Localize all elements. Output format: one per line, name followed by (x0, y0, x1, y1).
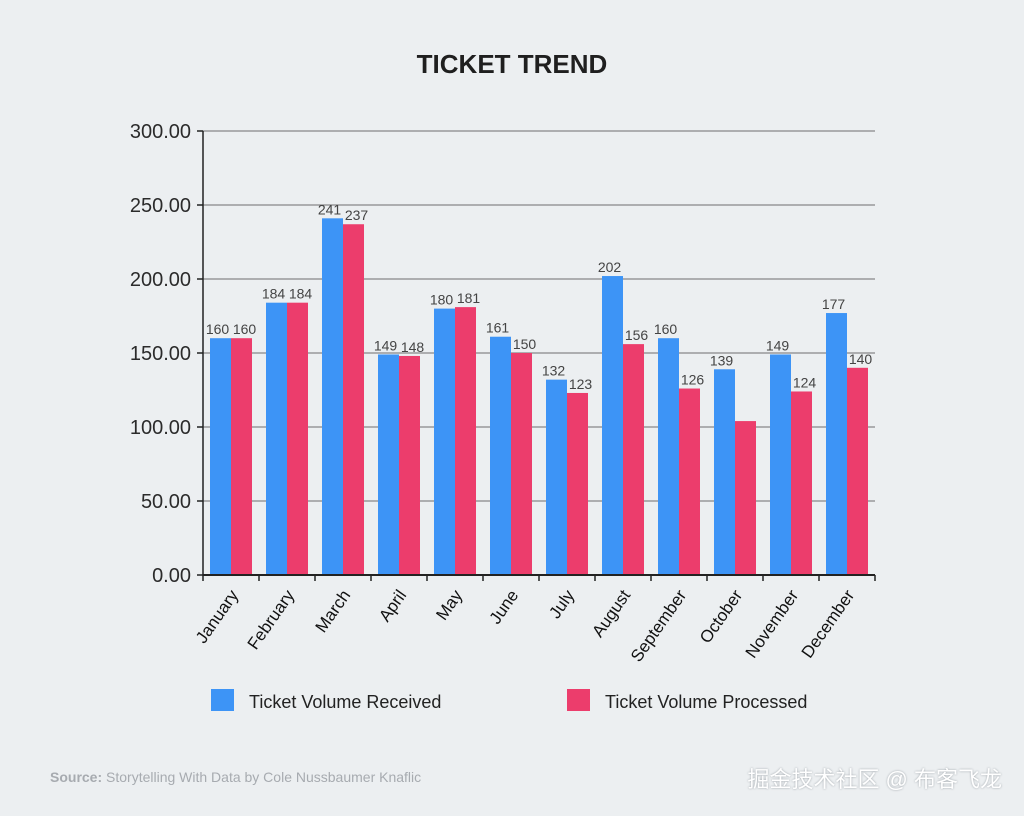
data-label: 202 (598, 259, 622, 275)
gridlines (203, 130, 875, 502)
bar-received (546, 379, 567, 575)
data-label: 160 (654, 321, 678, 337)
bar-received (826, 313, 847, 575)
y-tick-label: 100.00 (130, 417, 191, 439)
source-text: Storytelling With Data by Cole Nussbaume… (102, 769, 422, 785)
y-tick-label: 200.00 (130, 269, 191, 291)
bar-received (322, 218, 343, 575)
bar-processed (847, 367, 868, 575)
bar-received (658, 338, 679, 575)
x-tick-label: November (742, 586, 803, 661)
x-tick-label: May (432, 586, 466, 624)
bar-processed (735, 421, 756, 575)
data-label: 139 (710, 352, 734, 368)
y-tick-label: 0.00 (152, 565, 191, 587)
data-label: 161 (486, 320, 510, 336)
data-label: 140 (849, 351, 873, 367)
data-label: 160 (206, 321, 230, 337)
data-label: 123 (569, 376, 593, 392)
data-label: 124 (793, 374, 817, 390)
bar-processed (567, 392, 588, 575)
data-label: 241 (318, 201, 342, 217)
data-label: 184 (289, 286, 313, 302)
data-label: 149 (766, 337, 790, 353)
data-label: 150 (513, 336, 537, 352)
bar-received (490, 336, 511, 575)
bars (210, 218, 868, 576)
data-label: 148 (401, 339, 425, 355)
bar-processed (791, 391, 812, 575)
data-label: 160 (233, 321, 257, 337)
bar-processed (511, 353, 532, 575)
data-label: 237 (345, 207, 369, 223)
x-axis: January February March April May June July Augu… (192, 574, 876, 665)
y-tick-label: 300.00 (130, 121, 191, 143)
bar-processed (343, 224, 364, 576)
legend: Ticket Volume Received Ticket Volume Proc… (211, 689, 807, 712)
legend-swatch (211, 689, 234, 711)
bar-received (434, 308, 455, 575)
legend-swatch (567, 689, 590, 711)
x-tick-label: April (375, 586, 410, 625)
bar-processed (399, 355, 420, 575)
bar-received (770, 354, 791, 575)
x-tick-label: October (696, 586, 746, 647)
watermark: 掘金技术社区 @ 布客飞龙 (747, 767, 1002, 792)
legend-label: Ticket Volume Received (249, 692, 441, 712)
data-label: 181 (457, 290, 481, 306)
x-tick-label: February (244, 586, 299, 653)
x-tick-label: December (798, 586, 859, 661)
bar-processed (455, 307, 476, 575)
bar-received (210, 338, 231, 575)
y-tick-label: 50.00 (141, 491, 191, 513)
x-tick-label: July (545, 586, 578, 622)
data-label: 184 (262, 286, 286, 302)
source-note: Source: Storytelling With Data by Cole N… (50, 769, 421, 785)
bar-received (602, 276, 623, 575)
y-axis: 0.00 50.00 100.00 150.00 200.00 250.00 300.00 (130, 121, 204, 587)
bar-processed (623, 344, 644, 575)
bar-received (714, 369, 735, 575)
bar-received (266, 302, 287, 575)
x-tick-label: January (192, 586, 243, 647)
x-tick-label: August (588, 586, 634, 640)
x-tick-label: June (486, 586, 523, 627)
data-label: 132 (542, 363, 566, 379)
data-label: 156 (625, 327, 649, 343)
data-label: 126 (681, 372, 705, 388)
bar-received (378, 354, 399, 575)
x-tick-label: September (627, 586, 690, 665)
bar-processed (679, 388, 700, 575)
legend-label: Ticket Volume Processed (605, 692, 807, 712)
y-tick-label: 250.00 (130, 195, 191, 217)
x-tick-label: March (312, 586, 355, 636)
source-label: Source: (50, 769, 103, 785)
bar-processed (287, 302, 308, 575)
data-label: 180 (430, 292, 454, 308)
bar-processed (231, 338, 252, 575)
chart-title: TICKET TREND (417, 49, 608, 79)
data-label: 177 (822, 296, 846, 312)
y-tick-label: 150.00 (130, 343, 191, 365)
data-label: 149 (374, 337, 398, 353)
